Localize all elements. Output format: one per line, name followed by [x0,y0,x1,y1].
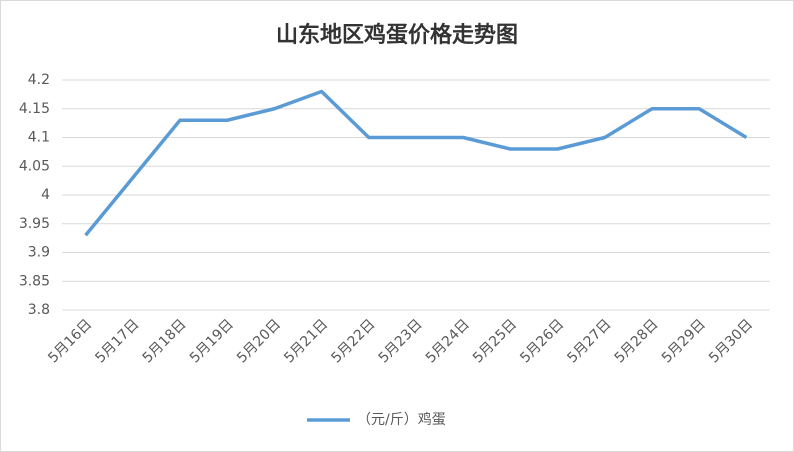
y-tick-label: 3.8 [28,302,50,318]
line-series [84,89,748,237]
y-tick-label: 4.2 [28,72,50,88]
legend-label: （元/斤）鸡蛋 [357,411,446,428]
y-tick-label: 4 [41,187,50,203]
y-tick-label: 4.05 [19,158,50,174]
y-tick-label: 3.9 [28,245,50,261]
y-tick-label: 4.15 [19,101,50,117]
chart-title: 山东地区鸡蛋价格走势图 [276,22,518,48]
y-tick-label: 3.95 [19,216,50,232]
y-tick-label: 4.1 [28,130,50,146]
y-tick-label: 3.85 [19,273,50,289]
